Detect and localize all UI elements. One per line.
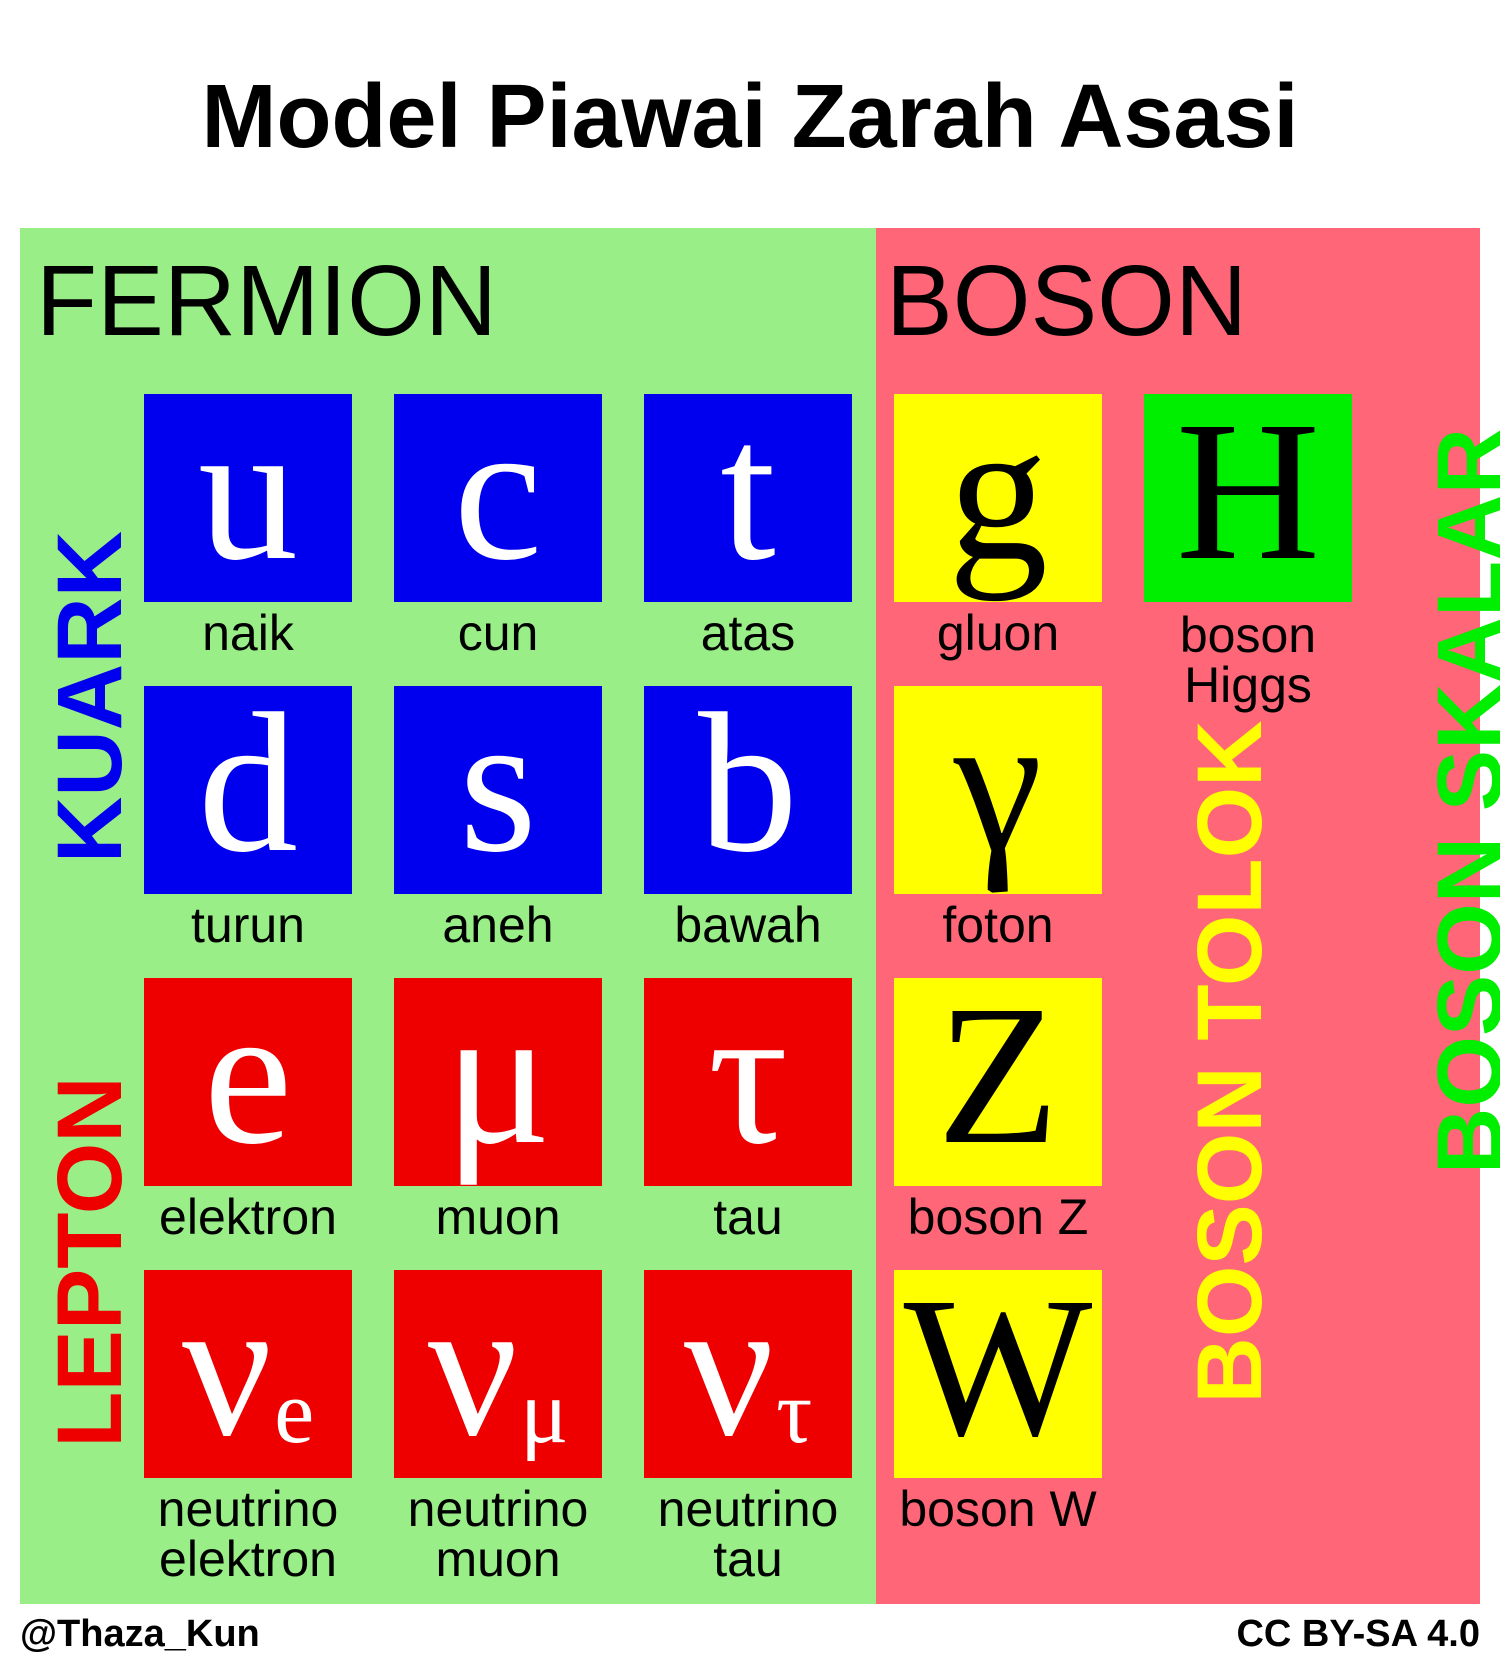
quark-name: turun	[191, 897, 305, 953]
lepton-subscript: μ	[520, 1362, 569, 1462]
quark-tile-strange: s	[394, 673, 602, 894]
author-credit: @Thaza_Kun	[20, 1613, 260, 1655]
lepton-name-line2: tau	[713, 1531, 783, 1587]
boson-name: foton	[942, 897, 1054, 953]
boson-symbol: γ	[953, 673, 1043, 894]
scalar-boson-group-label: BOSON SKALAR	[1419, 427, 1500, 1175]
lepton-subscript: τ	[776, 1362, 813, 1462]
quark-group-label: KUARK	[39, 530, 141, 864]
lepton-subscript: e	[274, 1362, 315, 1462]
boson-tile-gluon: g	[894, 381, 1102, 602]
higgs-tile: H	[1144, 381, 1352, 602]
boson-tile-photon: γ	[894, 673, 1102, 894]
higgs-symbol: H	[1175, 381, 1321, 602]
lepton-name-line1: neutrino	[657, 1481, 839, 1537]
quark-name: atas	[700, 605, 796, 661]
higgs-name-line2: Higgs	[1184, 657, 1312, 713]
lepton-symbol: ν	[683, 1257, 775, 1478]
lepton-name-line1: neutrino	[407, 1481, 589, 1537]
quark-symbol: b	[698, 673, 798, 894]
quark-name: bawah	[674, 897, 822, 953]
quark-name: naik	[202, 605, 294, 661]
quark-symbol: u	[198, 381, 298, 602]
lepton-name: muon	[435, 1189, 561, 1245]
quark-tile-up: u	[144, 381, 352, 602]
lepton-symbol: ν	[181, 1257, 273, 1478]
boson-tile-z: Z	[894, 965, 1102, 1186]
quark-symbol: c	[453, 381, 543, 602]
lepton-name-line1: neutrino	[157, 1481, 339, 1537]
gauge-boson-group-label: BOSON TOLOK	[1179, 720, 1281, 1404]
lepton-tile-tau: τ	[644, 965, 852, 1186]
quark-tile-bottom: b	[644, 673, 852, 894]
quark-name: cun	[457, 605, 539, 661]
boson-tile-w: W	[894, 1257, 1102, 1478]
boson-symbol: Z	[936, 965, 1060, 1186]
lepton-tile-electron: e	[144, 965, 352, 1186]
lepton-symbol: μ	[444, 965, 552, 1186]
quark-symbol: d	[198, 673, 298, 894]
lepton-symbol: τ	[707, 965, 789, 1186]
higgs-name-line1: boson	[1179, 607, 1317, 663]
lepton-name: elektron	[159, 1189, 337, 1245]
quark-tile-top: t	[644, 381, 852, 602]
lepton-symbol: e	[203, 965, 293, 1186]
quark-symbol: s	[459, 673, 537, 894]
boson-name: gluon	[936, 605, 1060, 661]
boson-symbol: W	[903, 1257, 1093, 1478]
lepton-name: tau	[713, 1189, 783, 1245]
lepton-name-line2: muon	[435, 1531, 561, 1587]
quark-tile-down: d	[144, 673, 352, 894]
page-title: Model Piawai Zarah Asasi	[201, 67, 1299, 167]
license-text: CC BY-SA 4.0	[1236, 1613, 1480, 1655]
boson-symbol: g	[948, 381, 1048, 602]
lepton-symbol: ν	[427, 1257, 519, 1478]
quark-name: aneh	[442, 897, 554, 953]
boson-name: boson Z	[907, 1189, 1089, 1245]
lepton-tile-muon: μ	[394, 965, 602, 1186]
boson-heading: BOSON	[886, 245, 1248, 357]
lepton-name-line2: elektron	[159, 1531, 337, 1587]
fermion-heading: FERMION	[36, 245, 498, 357]
lepton-group-label: LEPTON	[39, 1076, 141, 1448]
quark-tile-charm: c	[394, 381, 602, 602]
quark-symbol: t	[720, 381, 776, 602]
boson-name: boson W	[899, 1481, 1097, 1537]
